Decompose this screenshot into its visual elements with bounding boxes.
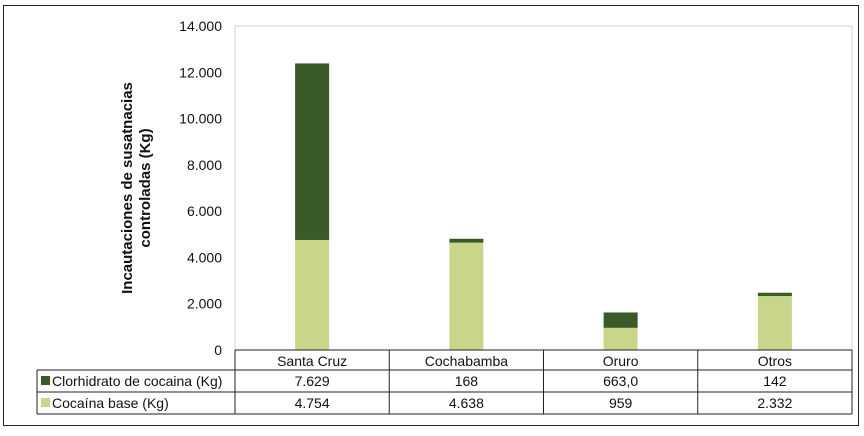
y-tick-label: 6.000 [187,203,222,219]
data-label: 4.638 [449,395,484,411]
legend-label: Clorhidrato de cocaina (Kg) [52,373,222,389]
legend-swatch [41,376,50,385]
data-label: 4.754 [295,395,330,411]
bar-clorhidrato-otros [757,292,792,297]
bar-cocaina-base-oruro [603,327,638,350]
legend-label: Cocaína base (Kg) [52,395,169,411]
x-category-label: Oruro [603,353,639,369]
y-axis-label: controladas (Kg) [137,128,154,247]
y-tick-label: 12.000 [179,64,222,80]
y-tick-label: 14.000 [179,18,222,34]
y-axis-label: Incautaciones de susatnacias [119,82,136,294]
x-category-label: Santa Cruz [277,353,347,369]
bar-cocaina-base-santa-cruz [295,239,330,350]
y-tick-label: 10.000 [179,111,222,127]
bar-clorhidrato-santa-cruz [295,63,330,240]
data-label: 959 [609,395,633,411]
bar-clorhidrato-cochabamba [449,238,484,243]
x-category-label: Cochabamba [425,353,508,369]
x-category-label: Otros [758,353,792,369]
data-label: 168 [455,373,479,389]
bar-clorhidrato-oruro [603,312,638,328]
bar-cocaina-base-cochabamba [449,242,484,350]
y-tick-label: 4.000 [187,249,222,265]
y-tick-label: 2.000 [187,296,222,312]
data-label: 142 [763,373,787,389]
legend-swatch [41,398,50,407]
data-label: 7.629 [295,373,330,389]
chart-frame [3,5,859,426]
bar-cocaina-base-otros [757,296,792,350]
y-tick-label: 8.000 [187,157,222,173]
y-tick-label: 0 [214,342,222,358]
data-label: 2.332 [757,395,792,411]
data-label: 663,0 [603,373,638,389]
